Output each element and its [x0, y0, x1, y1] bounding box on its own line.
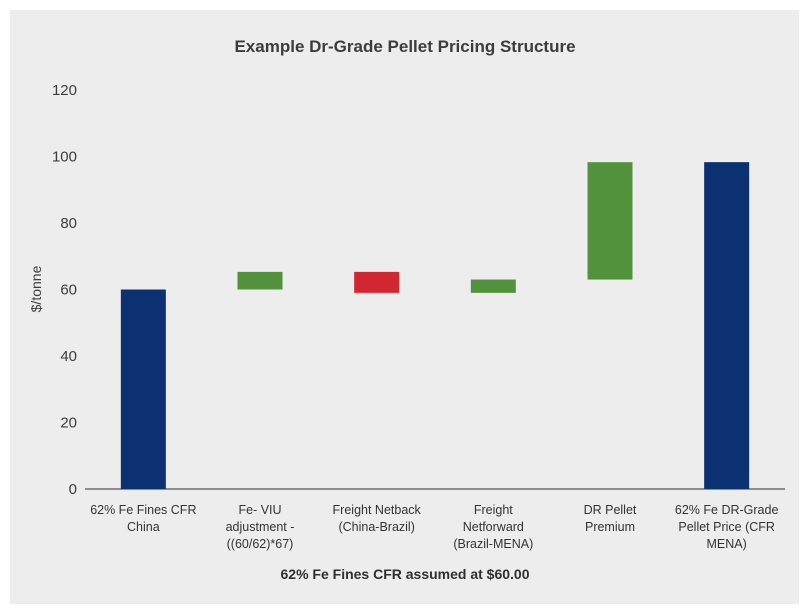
chart-title: Example Dr-Grade Pellet Pricing Structur…	[234, 37, 576, 56]
bar	[237, 271, 283, 290]
y-tick-label: 80	[60, 215, 77, 232]
y-tick-label: 0	[69, 481, 77, 498]
bar	[587, 162, 633, 280]
y-tick-label: 60	[60, 282, 77, 299]
bar	[470, 279, 516, 293]
y-tick-label: 20	[60, 415, 77, 432]
x-tick-label: Freight Netback (China-Brazil)	[333, 503, 422, 534]
y-tick-label: 40	[60, 348, 77, 365]
bar	[120, 289, 166, 489]
chart-footnote: 62% Fe Fines CFR assumed at $60.00	[280, 566, 530, 582]
x-tick-label: Freight Netforward (Brazil-MENA)	[453, 503, 533, 551]
y-tick-label: 120	[52, 82, 77, 99]
x-tick-label: 62% Fe DR-Grade Pellet Price (CFR MENA)	[675, 503, 779, 551]
x-tick-label: Fe- VIU adjustment -((60/62)*67)	[226, 503, 295, 551]
x-tick-label: DR Pellet Premium	[584, 503, 637, 534]
bar	[704, 162, 750, 489]
x-tick-label: 62% Fe Fines CFR China	[90, 503, 196, 534]
bar	[354, 271, 400, 293]
y-tick-label: 100	[52, 149, 77, 166]
